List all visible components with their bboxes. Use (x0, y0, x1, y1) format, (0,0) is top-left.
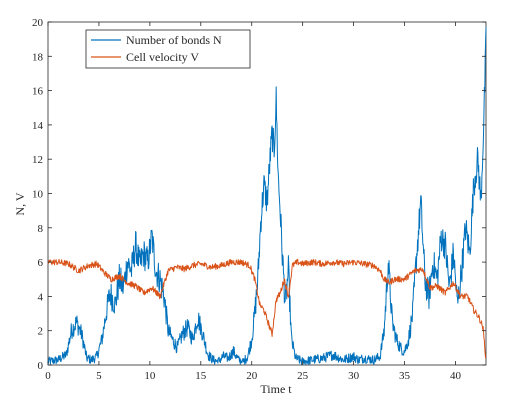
legend-label-number-of-bonds: Number of bonds N (126, 33, 222, 47)
x-tick-label: 30 (348, 370, 360, 382)
x-tick-label: 20 (246, 370, 258, 382)
series-layer (47, 26, 487, 366)
x-tick-label: 0 (45, 370, 51, 382)
series-line-cell-velocity (47, 258, 487, 359)
y-tick-label: 16 (32, 86, 44, 98)
legend: Number of bonds N Cell velocity V (85, 29, 251, 69)
y-tick-label: 12 (32, 154, 43, 166)
y-tick-label: 6 (38, 257, 44, 269)
x-tick-label: 15 (195, 370, 207, 382)
x-tick-label: 5 (96, 370, 102, 382)
y-tick-label: 14 (32, 120, 44, 132)
y-tick-label: 8 (38, 223, 44, 235)
legend-box (85, 29, 251, 69)
series-line-number-of-bonds (47, 26, 487, 366)
x-tick-label: 35 (399, 370, 411, 382)
x-tick-label: 10 (144, 370, 156, 382)
y-tick-label: 0 (38, 360, 44, 372)
x-tick-label: 25 (297, 370, 309, 382)
x-tick-label: 40 (450, 370, 462, 382)
y-tick-label: 18 (32, 51, 44, 63)
y-tick-label: 2 (38, 326, 44, 338)
y-tick-label: 20 (32, 17, 44, 29)
x-axis-label: Time t (260, 382, 292, 396)
y-axis-label: N, V (13, 192, 27, 215)
y-tick-label: 10 (32, 189, 44, 201)
ticks-layer: 0 5 10 15 20 25 30 35 40 0 2 4 6 8 10 12 14 16 18 20 (32, 17, 486, 382)
legend-label-cell-velocity: Cell velocity V (126, 50, 199, 64)
y-tick-label: 4 (38, 291, 44, 303)
